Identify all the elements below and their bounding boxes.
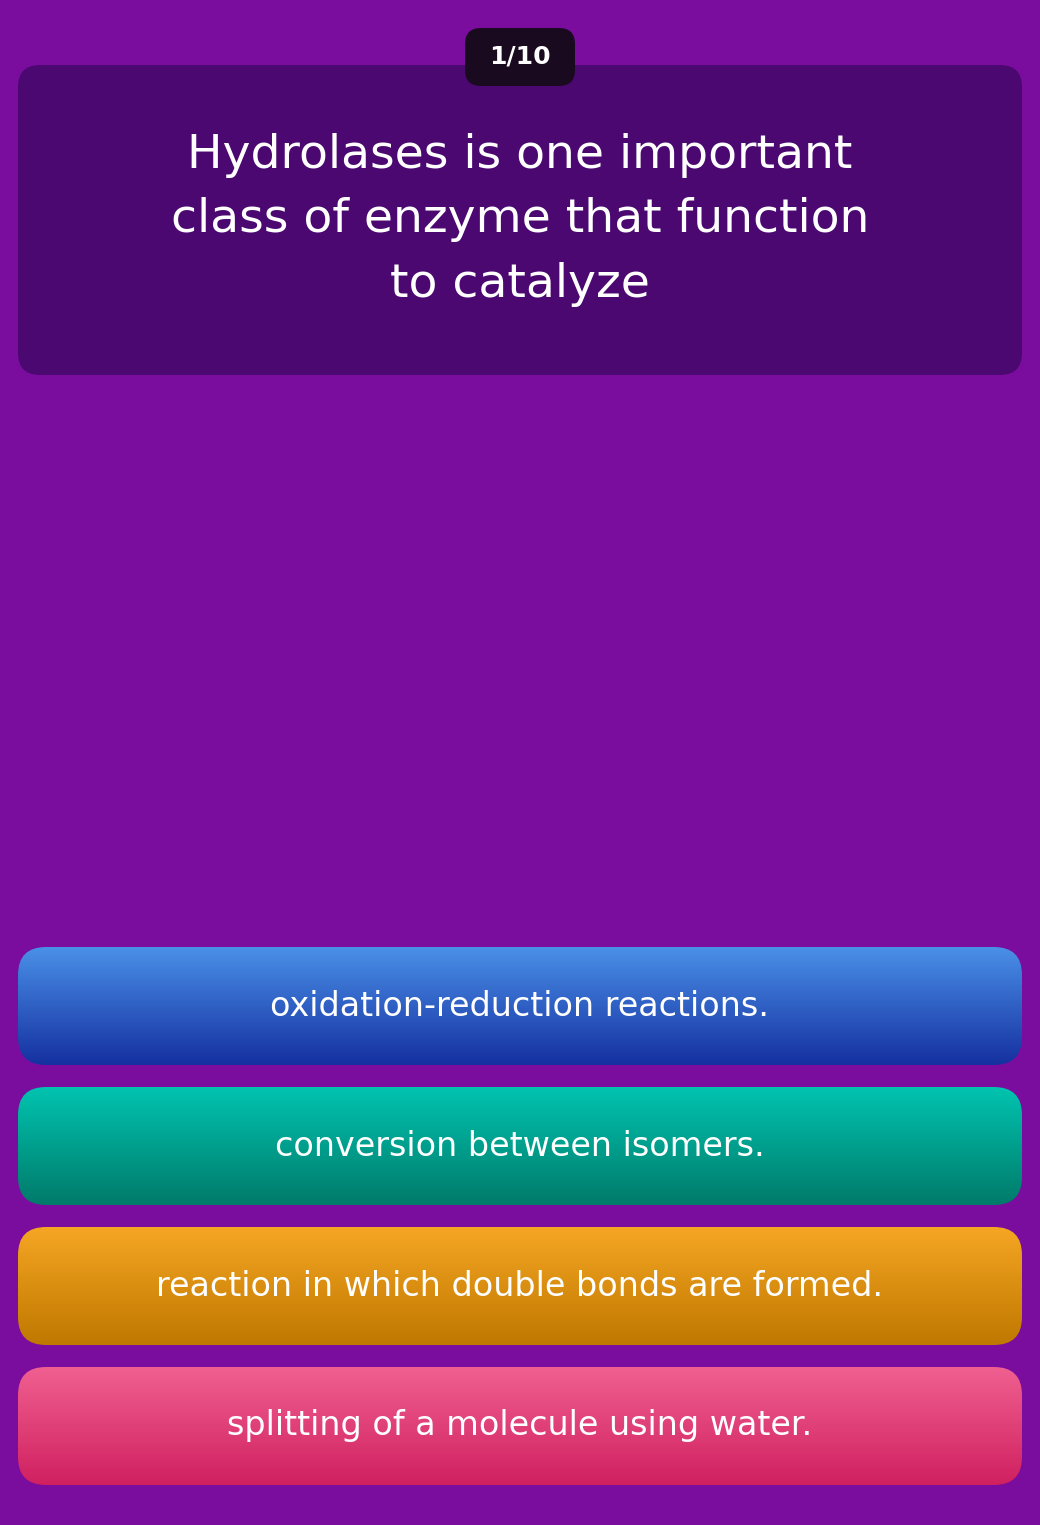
Text: conversion between isomers.: conversion between isomers. <box>276 1130 764 1162</box>
FancyBboxPatch shape <box>18 66 1022 375</box>
FancyBboxPatch shape <box>17 946 1023 1066</box>
Text: splitting of a molecule using water.: splitting of a molecule using water. <box>228 1409 812 1443</box>
Text: reaction in which double bonds are formed.: reaction in which double bonds are forme… <box>156 1269 884 1302</box>
Text: Hydrolases is one important
class of enzyme that function
to catalyze: Hydrolases is one important class of enz… <box>171 133 869 307</box>
Text: 1/10: 1/10 <box>489 46 551 69</box>
FancyBboxPatch shape <box>17 1366 1023 1485</box>
Text: oxidation-reduction reactions.: oxidation-reduction reactions. <box>270 990 770 1022</box>
FancyBboxPatch shape <box>465 27 575 85</box>
FancyBboxPatch shape <box>17 1086 1023 1206</box>
FancyBboxPatch shape <box>17 1226 1023 1347</box>
